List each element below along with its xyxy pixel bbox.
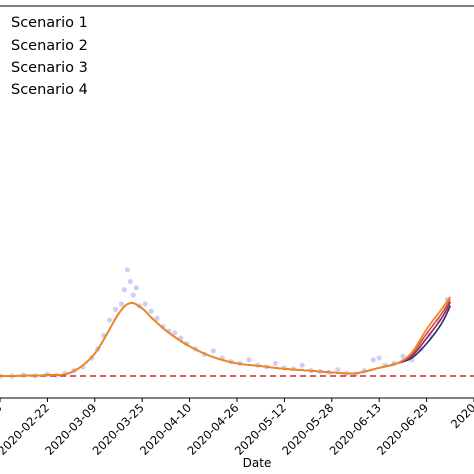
- observed-point: [127, 278, 133, 285]
- observed-point: [118, 301, 125, 307]
- legend-entry-4: Scenario 4: [11, 82, 88, 98]
- x-axis-title: Date: [243, 456, 272, 470]
- legend-entry-3: Scenario 3: [11, 60, 88, 76]
- x-tick-label: 06: [0, 401, 5, 421]
- observed-point: [172, 330, 178, 336]
- observed-point: [107, 317, 113, 323]
- observed-point: [272, 360, 279, 366]
- observed-point: [400, 353, 406, 359]
- observed-point: [376, 355, 382, 361]
- legend: Scenario 1 Scenario 2 Scenario 3 Scenari…: [11, 15, 88, 98]
- observed-point: [210, 348, 216, 354]
- x-axis-ticks: 062020-02-222020-03-092020-03-252020-04-…: [0, 398, 474, 458]
- observed-point: [148, 308, 154, 314]
- legend-entry-2: Scenario 2: [11, 38, 88, 54]
- observed-point: [133, 285, 139, 291]
- observed-point: [124, 267, 130, 273]
- x-tick-label: 2020: [448, 401, 474, 432]
- legend-entry-1: Scenario 1: [11, 15, 88, 31]
- observed-point: [121, 287, 127, 293]
- observed-point: [299, 362, 305, 368]
- observed-point: [246, 357, 252, 363]
- observed-point: [142, 301, 148, 307]
- series-lines: [0, 296, 452, 377]
- observed-point: [335, 367, 341, 373]
- observed-point: [112, 306, 119, 312]
- observed-point: [370, 357, 376, 363]
- observed-point: [154, 315, 160, 321]
- observed-point: [130, 292, 136, 298]
- series-line-4: [0, 296, 452, 377]
- observed-points: [0, 267, 450, 379]
- x-tick-label: 2020-06-29: [374, 401, 431, 458]
